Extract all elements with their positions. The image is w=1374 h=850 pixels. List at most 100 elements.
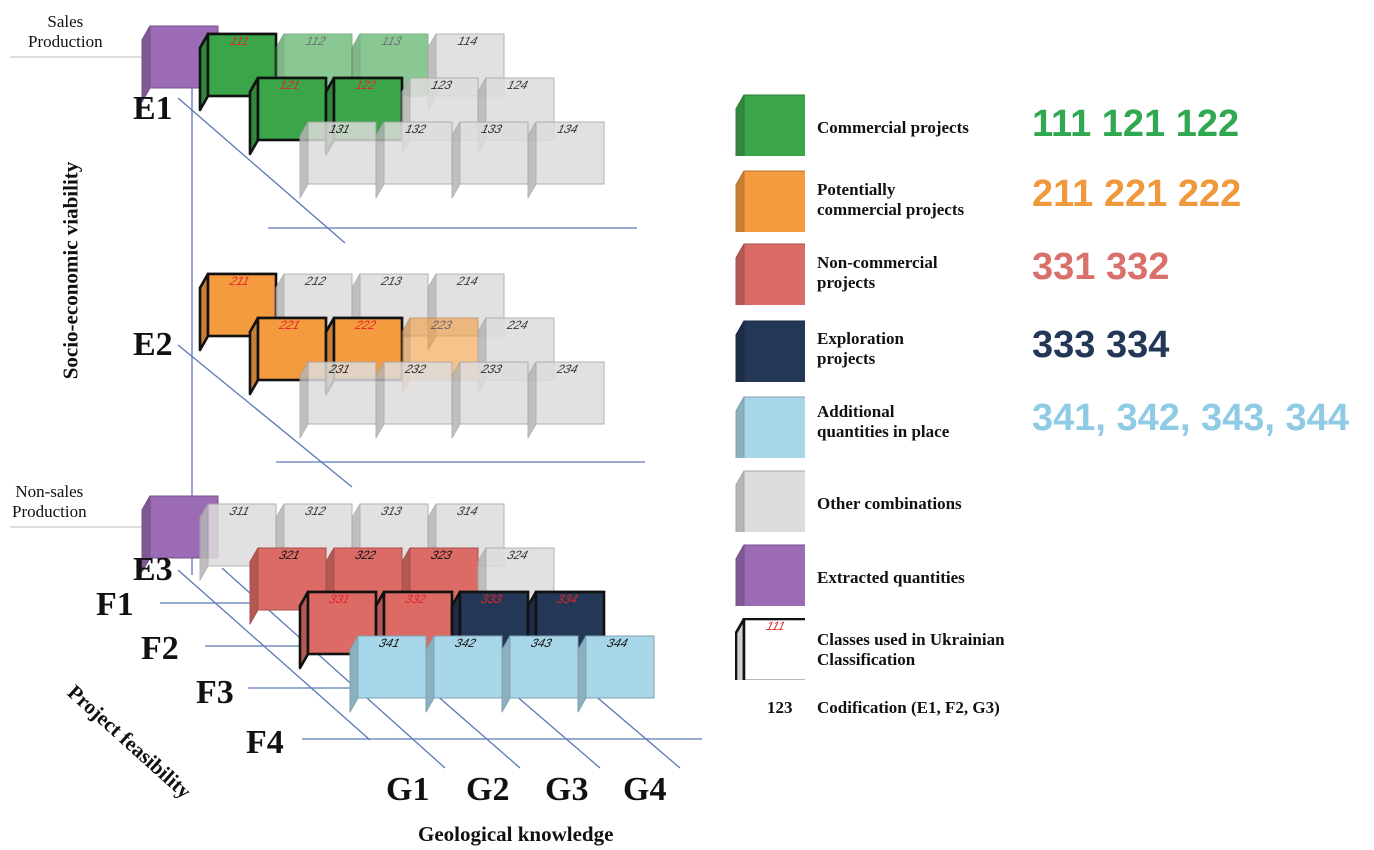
cube-code-label: 133 <box>479 123 505 136</box>
cube-code-label: 134 <box>555 123 581 136</box>
legend-potentially-commercial: Potentially commercial projects 211 221 … <box>735 170 1374 232</box>
legend-commercial: Commercial projects 111 121 122 <box>735 94 1374 156</box>
g4-label: G4 <box>623 771 667 808</box>
cube-code-label: 333 <box>478 593 504 606</box>
cube-code-label: 121 <box>277 79 303 92</box>
legend-cube-extracted <box>735 544 805 606</box>
cube-code-label: 314 <box>455 505 481 518</box>
non-commercial-icon <box>735 243 805 305</box>
codification-example: 123 <box>767 698 793 717</box>
extracted-icon <box>735 544 805 606</box>
cube-code-label: 312 <box>303 505 329 518</box>
legend-non-commercial: Non-commercial projects 331 332 <box>735 243 1374 305</box>
exploration-icon <box>735 320 805 382</box>
cube-134: 134 <box>527 121 605 199</box>
cube-code-label: 132 <box>403 123 429 136</box>
legend-label: Non-commercial projects <box>817 253 938 292</box>
cube-111: 111 <box>198 32 278 112</box>
legend-exploration: Exploration projects 333 334 <box>735 320 1374 382</box>
legend-cube-non-commercial <box>735 243 805 305</box>
cube-code-label: 233 <box>479 363 505 376</box>
f2-label: F2 <box>141 630 179 667</box>
cube-code-label: 332 <box>402 593 428 606</box>
legend-codes: 341, 342, 343, 344 <box>1032 397 1349 439</box>
geological-knowledge-axis-title: Geological knowledge <box>418 822 614 846</box>
cube-342: 342 <box>425 635 503 713</box>
e3-depth-line <box>177 569 371 741</box>
legend-codes: 333 334 <box>1032 324 1170 366</box>
legend-label: Potentially commercial projects <box>817 180 965 219</box>
other-icon <box>735 470 805 532</box>
cube-code-label: 313 <box>379 505 405 518</box>
e3-label: E3 <box>133 551 173 588</box>
legend-label: Commercial projects <box>817 118 969 137</box>
non-sales-production-label: Non-sales Production <box>12 482 87 521</box>
cube-code-label: 213 <box>379 275 405 288</box>
sales-production-label: Sales Production <box>28 12 103 51</box>
legend-codes: 211 221 222 <box>1032 173 1242 215</box>
legend-label: Other combinations <box>817 494 962 513</box>
legend-ukrainian: 111 Classes used in Ukrainian Classifica… <box>735 618 1374 680</box>
cube-code-label: 221 <box>277 319 303 332</box>
cube-code-label: 334 <box>554 593 580 606</box>
cube-code-label: 111 <box>228 35 252 48</box>
cube-code-label: 323 <box>428 549 454 562</box>
e1-label: E1 <box>133 90 173 127</box>
cube-code-label: 212 <box>303 275 329 288</box>
cube-code-label: 123 <box>429 79 455 92</box>
g1-label: G1 <box>386 771 430 808</box>
e2-depth-line <box>177 344 353 488</box>
cube-code-label: 122 <box>353 79 379 92</box>
cube-code-label: 112 <box>303 35 328 48</box>
cube-code-label: 131 <box>327 123 353 136</box>
cube-343: 343 <box>501 635 579 713</box>
cube-code-label: 124 <box>505 79 531 92</box>
cube-231: 231 <box>299 361 377 439</box>
potentially-commercial-icon <box>735 170 805 232</box>
cube-131: 131 <box>299 121 377 199</box>
additional-icon <box>735 396 805 458</box>
legend-cube-commercial <box>735 94 805 156</box>
legend-codification: 123 Codification (E1, F2, G3) <box>735 696 1374 756</box>
cube-code-label: 324 <box>504 549 530 562</box>
cube-code-label: 214 <box>455 275 481 288</box>
cube-code-label: 222 <box>353 319 379 332</box>
cube-234: 234 <box>527 361 605 439</box>
cube-321: 321 <box>249 547 327 625</box>
e2-label: E2 <box>133 326 173 363</box>
legend-cube-exploration <box>735 320 805 382</box>
commercial-icon <box>735 94 805 156</box>
cube-grid: 111 112 113 114 121 122 123 124 131 132 133 134 211 2… <box>141 25 655 713</box>
cube-code-label: 111 <box>764 620 788 633</box>
legend-label: Exploration projects <box>817 329 904 368</box>
cube-code-label: 311 <box>227 505 252 518</box>
e1-depth-line <box>177 97 346 244</box>
cube-code-label: 322 <box>352 549 378 562</box>
legend-label: Extracted quantities <box>817 568 965 587</box>
cube-344: 344 <box>577 635 655 713</box>
cube-code-label: 231 <box>327 363 353 376</box>
legend-cube-potentially-commercial <box>735 170 805 232</box>
cube-341: 341 <box>349 635 427 713</box>
legend-codes: 331 332 <box>1032 246 1170 288</box>
cube-331: 331 <box>298 590 378 670</box>
cube-code-label: 331 <box>326 593 352 606</box>
cube-code-label: 224 <box>505 319 531 332</box>
legend-cube-ukrainian: 111 <box>735 618 805 680</box>
legend-extracted: Extracted quantities <box>735 544 1374 606</box>
legend-additional: Additional quantities in place 341, 342,… <box>735 396 1374 458</box>
cube-code-label: 113 <box>379 35 404 48</box>
legend-cube-additional <box>735 396 805 458</box>
cube-code-label: 344 <box>604 637 630 650</box>
f4-label: F4 <box>246 724 284 761</box>
cube-133: 133 <box>451 121 529 199</box>
g3-label: G3 <box>545 771 589 808</box>
cube-code-label: 232 <box>403 363 429 376</box>
cube-132: 132 <box>375 121 453 199</box>
legend-other: Other combinations <box>735 470 1374 532</box>
g2-label: G2 <box>466 771 510 808</box>
legend-label: Classes used in Ukrainian Classification <box>817 630 1005 669</box>
f1-label: F1 <box>96 586 134 623</box>
cube-code-label: 342 <box>452 637 478 650</box>
